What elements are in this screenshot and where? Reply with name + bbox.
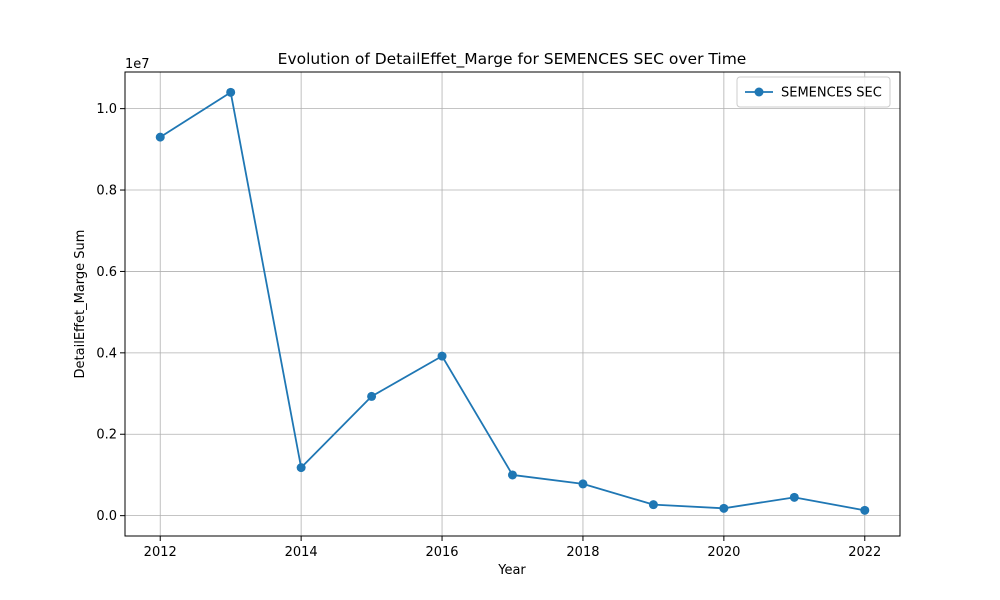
x-tick-label: 2022 — [848, 545, 881, 560]
legend: SEMENCES SEC — [736, 76, 891, 108]
data-point — [437, 351, 447, 361]
y-tick-label: 0.4 — [96, 346, 117, 361]
x-axis-ticks: 2012 2014 2016 2018 2020 2022 — [144, 536, 881, 560]
y-tick-label: 0.6 — [96, 265, 117, 280]
data-point — [367, 391, 377, 401]
x-axis-label: Year — [497, 563, 526, 578]
x-tick-label: 2018 — [566, 545, 599, 560]
data-point — [648, 500, 658, 510]
data-point — [578, 479, 588, 489]
series-layer — [155, 87, 870, 515]
y-tick-label: 0.8 — [96, 184, 117, 199]
y-tick-label: 0.0 — [96, 509, 117, 524]
y-tick-label: 0.2 — [96, 428, 117, 443]
x-tick-label: 2012 — [144, 545, 177, 560]
data-point — [226, 87, 236, 97]
data-point — [508, 470, 517, 480]
x-tick-label: 2016 — [425, 545, 458, 560]
y-axis-ticks: 0.0 0.2 0.4 0.6 0.8 1.0 — [96, 102, 125, 524]
y-tick-label: 1.0 — [96, 102, 117, 117]
grid-lines — [125, 72, 900, 536]
y-axis-label: DetailEffet_Marge Sum — [73, 230, 88, 379]
data-point — [719, 503, 729, 513]
legend-label: SEMENCES SEC — [781, 86, 882, 101]
data-point — [155, 132, 165, 142]
chart-title: Evolution of DetailEffet_Marge for SEMEN… — [278, 50, 747, 69]
data-point — [296, 463, 306, 473]
y-axis-offset-label: 1e7 — [125, 57, 150, 72]
legend-marker-swatch — [754, 87, 764, 97]
legend-box — [736, 76, 891, 108]
x-tick-label: 2020 — [707, 545, 740, 560]
data-point — [789, 492, 799, 502]
plot-area-frame — [124, 71, 901, 537]
data-point — [860, 505, 870, 515]
x-tick-label: 2014 — [285, 545, 318, 560]
